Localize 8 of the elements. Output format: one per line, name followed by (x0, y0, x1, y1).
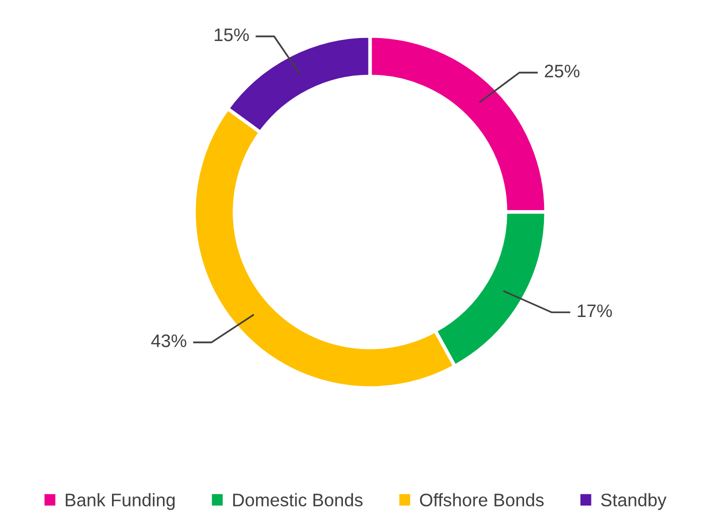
data-label: 15% (214, 28, 249, 42)
legend-label: Domestic Bonds (233, 493, 363, 506)
legend-label: Offshore Bonds (420, 493, 544, 506)
data-label: 43% (151, 334, 186, 348)
data-label: 25% (544, 64, 580, 78)
legend-label: Bank Funding (66, 493, 175, 510)
data-label: 17% (578, 304, 612, 318)
legend-label: Standby (601, 493, 666, 510)
